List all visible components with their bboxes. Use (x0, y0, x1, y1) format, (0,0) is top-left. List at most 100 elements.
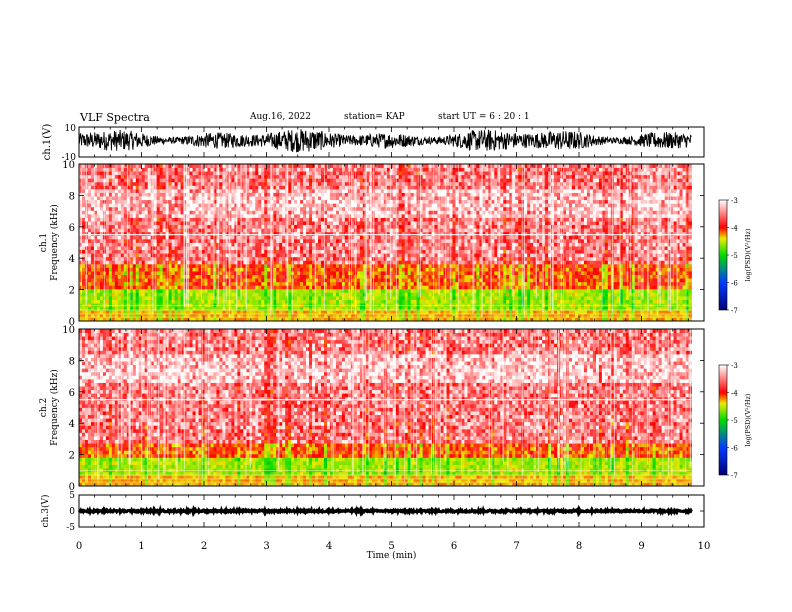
spectrogram-cell (234, 313, 238, 318)
spectrogram-cell (126, 192, 131, 197)
spectrogram-cell (326, 217, 331, 222)
spectrogram-cell (138, 185, 143, 190)
spectrogram-cell (108, 228, 113, 233)
spectrogram-cell (359, 296, 364, 300)
spectrogram-cell (123, 210, 128, 215)
spectrogram-cell (306, 181, 310, 186)
spectrogram-cell (99, 285, 104, 290)
spectrogram-cell (171, 178, 176, 183)
spectrogram-cell (398, 292, 403, 297)
spectrogram-cell (240, 267, 244, 272)
spectrogram-cell (344, 271, 349, 276)
spectrogram-cell (344, 185, 349, 190)
spectrogram-cell (395, 263, 400, 268)
spectrogram-cell (189, 192, 193, 197)
spectrogram-cell (210, 238, 214, 243)
spectrogram-cell (87, 292, 92, 297)
spectrogram-cell (252, 228, 256, 233)
spectrogram-cell (168, 281, 173, 286)
spectrogram-cell (392, 192, 397, 197)
spectrogram-cell (168, 263, 173, 268)
spectrogram-cell (156, 213, 161, 218)
spectrogram-cell (324, 306, 328, 311)
spectrogram-cell (288, 281, 292, 286)
spectrogram-cell (341, 313, 346, 318)
spectrogram-cell (294, 238, 298, 243)
spectrogram-cell (147, 285, 152, 290)
spectrogram-cell (243, 181, 247, 186)
spectrogram-cell (96, 192, 101, 197)
spectrogram-cell (198, 164, 202, 168)
spectrogram-cell (171, 317, 176, 322)
spectrogram-cell (303, 231, 307, 236)
spectrogram-cell (231, 171, 235, 176)
spectrogram-cell (156, 249, 161, 254)
spectrogram-cell (174, 285, 178, 290)
spectrogram-cell (201, 192, 205, 197)
spectrogram-cell (219, 171, 223, 176)
spectrogram-cell (225, 192, 229, 197)
spectrogram-cell (123, 256, 128, 261)
spectrogram-cell (183, 288, 187, 293)
spectrogram-cell (344, 246, 349, 251)
spectrogram-cell (210, 274, 214, 279)
spectrogram-cell (111, 313, 116, 318)
spectrogram-cell (159, 299, 164, 304)
spectrogram-cell (117, 238, 122, 243)
spectrogram-cell (312, 274, 316, 279)
spectrogram-cell (237, 228, 241, 233)
spectrogram-cell (180, 224, 184, 229)
spectrogram-cell (123, 196, 128, 201)
spectrogram-cell (81, 246, 86, 251)
spectrogram-cell (267, 249, 271, 254)
spectrogram-cell (237, 196, 241, 201)
spectrogram-cell (105, 249, 110, 254)
spectrogram-cell (114, 188, 119, 193)
spectrogram-cell (135, 228, 140, 233)
spectrogram-cell (90, 178, 95, 183)
spectrogram-cell (81, 278, 86, 283)
spectrogram-cell (198, 228, 202, 233)
spectrogram-cell (93, 206, 98, 211)
spectrogram-cell (207, 285, 211, 290)
spectrogram-cell (201, 263, 205, 268)
spectrogram-cell (79, 174, 83, 179)
spectrogram-cell (401, 210, 406, 215)
spectrogram-cell (138, 235, 143, 240)
spectrogram-cell (213, 253, 217, 258)
spectrogram-cell (383, 196, 388, 201)
spectrogram-cell (395, 167, 400, 172)
spectrogram-cell (225, 238, 229, 243)
spectrogram-cell (374, 256, 379, 261)
spectrogram-cell (117, 206, 122, 211)
spectrogram-cell (261, 210, 265, 215)
spectrogram-cell (192, 317, 196, 322)
spectrogram-cell (395, 181, 400, 186)
spectrogram-cell (177, 206, 181, 211)
spectrogram-cell (386, 238, 391, 243)
spectrogram-cell (288, 167, 292, 172)
spectrogram-cell (246, 267, 250, 272)
spectrogram-cell (180, 188, 184, 193)
spectrogram-cell (410, 299, 415, 304)
spectrogram-cell (383, 206, 388, 211)
spectrogram-cell (87, 238, 92, 243)
spectrogram-cell (249, 174, 253, 179)
spectrogram-cell (335, 178, 340, 183)
spectrogram-cell (398, 206, 403, 211)
spectrogram-cell (171, 267, 176, 272)
spectrogram-cell (195, 206, 199, 211)
spectrogram-cell (374, 235, 379, 240)
spectrogram-cell (246, 256, 250, 261)
spectrogram-cell (90, 235, 95, 240)
spectrogram-cell (335, 174, 340, 179)
spectrogram-cell (162, 292, 167, 297)
spectrogram-cell (267, 174, 271, 179)
spectrogram-cell (204, 260, 208, 265)
spectrogram-cell (267, 192, 271, 197)
spectrogram-cell (243, 199, 247, 204)
spectrogram-cell (159, 228, 164, 233)
spectrogram-cell (183, 249, 187, 254)
spectrogram-cell (87, 306, 92, 311)
spectrogram-cell (144, 313, 149, 318)
